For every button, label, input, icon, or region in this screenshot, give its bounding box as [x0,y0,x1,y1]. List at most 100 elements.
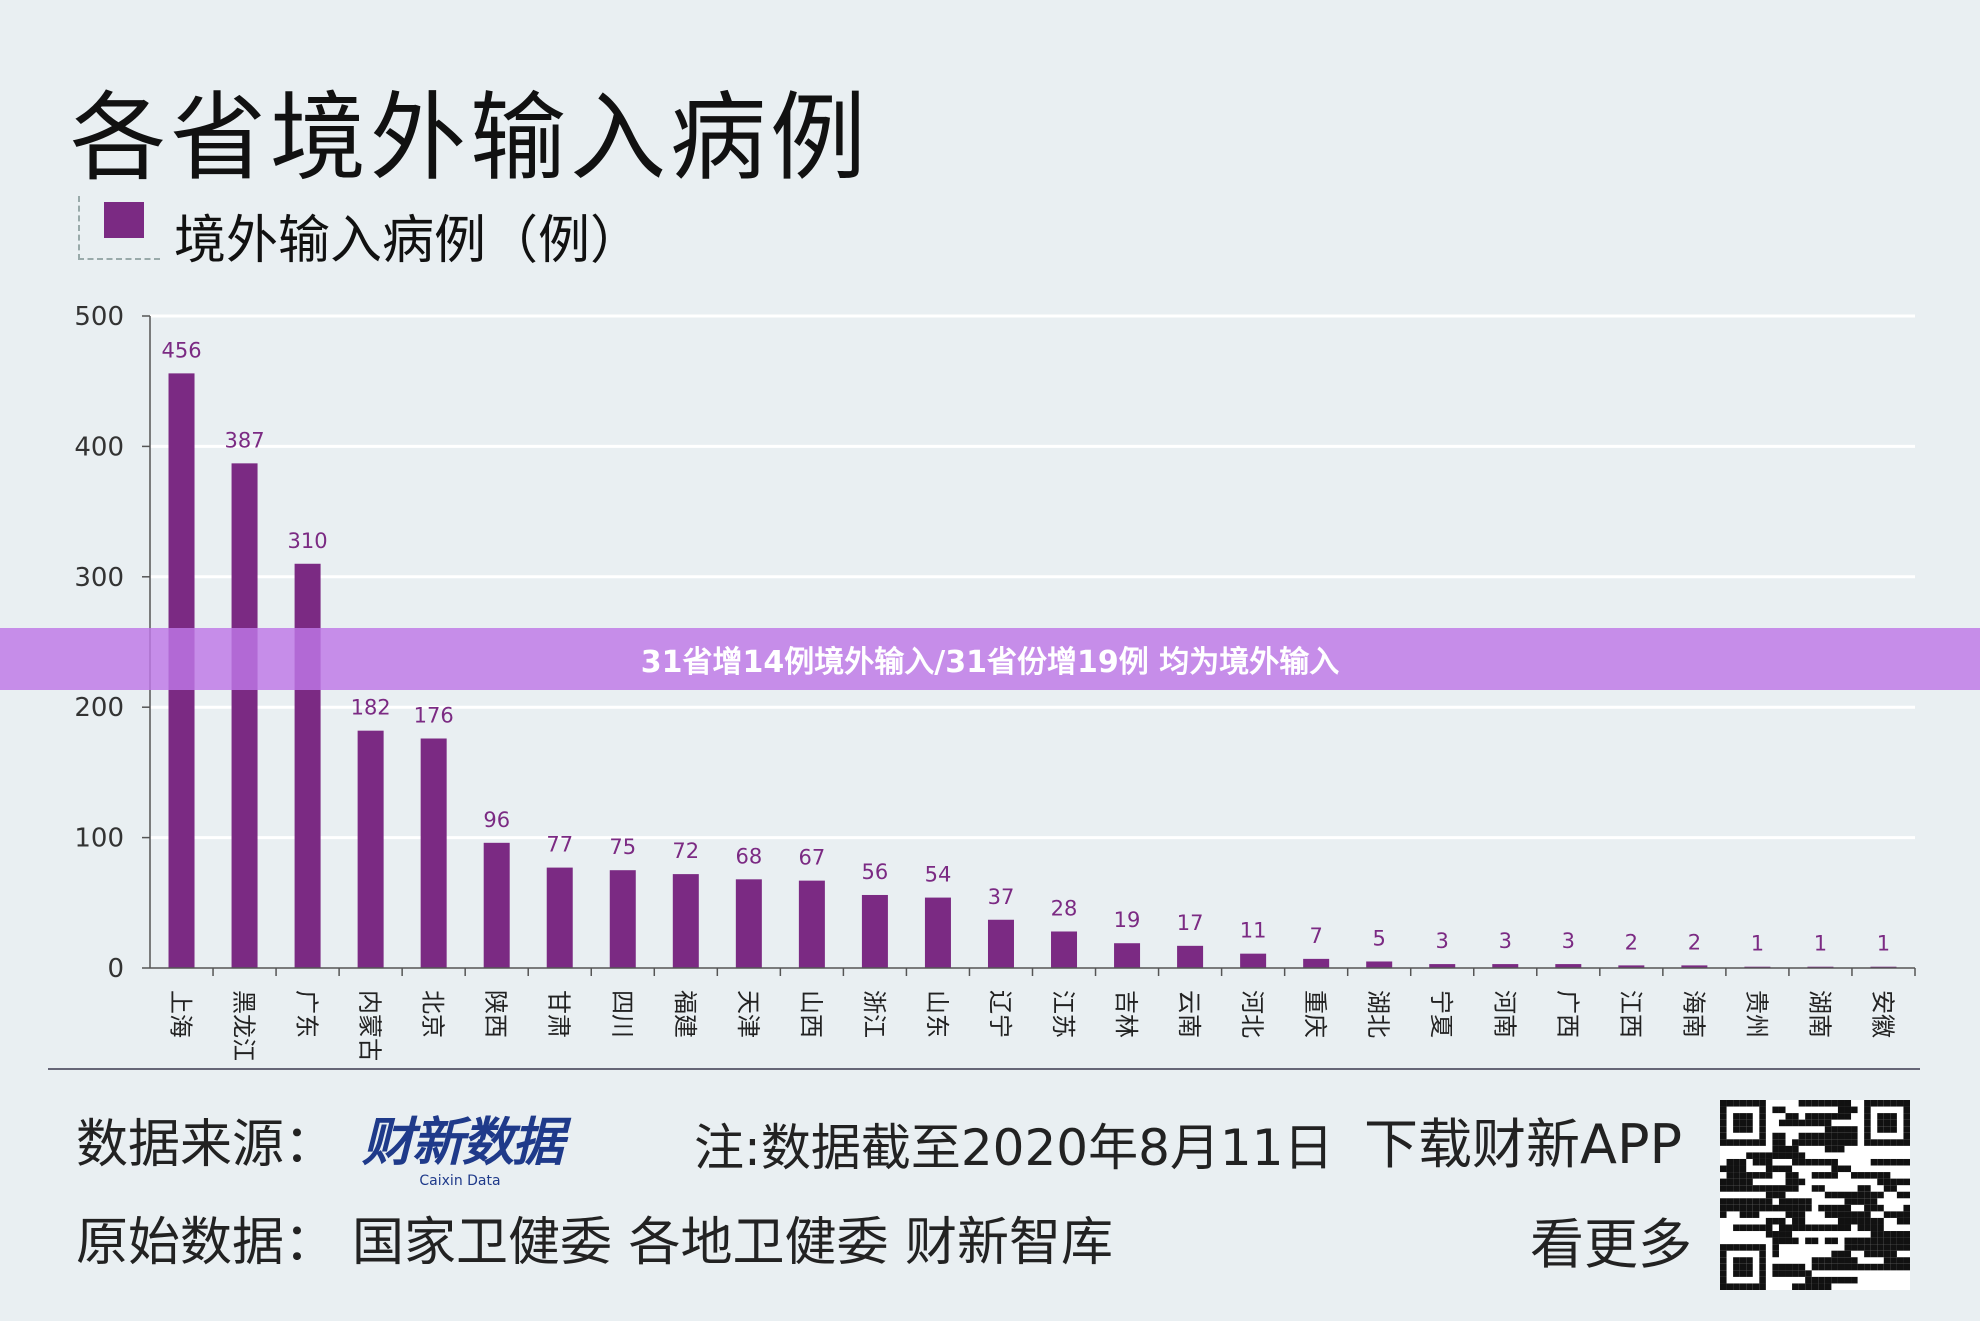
x-category-label: 湖北 [1364,990,1392,1038]
bar [609,870,636,968]
bar-value-label: 176 [414,703,454,727]
bar [1114,943,1141,968]
bar-value-label: 2 [1625,930,1638,954]
bar [1555,964,1582,968]
x-category-label: 福建 [671,990,699,1038]
x-category-label: 上海 [167,990,195,1038]
bar-value-label: 68 [735,844,762,868]
y-tick-label: 0 [107,954,124,984]
original-data-label: 原始数据： [76,1213,337,1273]
legend-box [78,196,160,260]
bar [1366,961,1393,968]
headline-banner[interactable]: 31省增14例境外输入/31省份增19例 均为境外输入 [0,628,1980,690]
bar-value-label: 1 [1751,932,1764,956]
bar-value-label: 67 [799,846,826,870]
bar [231,463,258,968]
source-label: 数据来源： [76,1115,337,1175]
x-category-label: 山东 [923,990,951,1038]
bar-value-label: 3 [1499,929,1512,953]
bar [357,730,384,968]
bar [1429,964,1456,968]
footer-divider [48,1068,1920,1070]
bar-value-label: 1 [1877,932,1890,956]
bar-value-label: 3 [1562,929,1575,953]
bar [735,879,762,968]
qr-code[interactable] [1720,1100,1910,1290]
bar-value-label: 72 [672,839,699,863]
x-category-label: 广西 [1553,990,1581,1038]
x-category-label: 湖南 [1805,990,1833,1038]
bar-value-label: 7 [1309,924,1322,948]
bar-value-label: 19 [1114,908,1141,932]
x-category-label: 甘肃 [545,990,573,1038]
bar-value-label: 77 [546,833,573,857]
x-category-label: 江苏 [1049,990,1077,1038]
bar [546,867,573,968]
bar [1051,931,1078,968]
bar-value-label: 1 [1814,932,1827,956]
x-category-label: 安徽 [1868,990,1896,1038]
bar-value-label: 2 [1688,930,1701,954]
bar-value-label: 182 [351,696,391,720]
x-category-label: 山西 [797,990,825,1038]
logo-subtext: Caixin Data [419,1173,501,1189]
bar [1240,953,1267,968]
bar [987,919,1014,968]
bar-value-label: 96 [483,808,510,832]
bar [420,738,447,968]
bar-value-label: 54 [925,863,952,887]
bar [483,842,510,968]
date-note: 注:数据截至2020年8月11日 [694,1119,1334,1177]
x-category-label: 天津 [734,990,762,1038]
bar [924,897,951,968]
bar-value-label: 56 [862,860,889,884]
bar [1303,958,1330,968]
bar [294,563,321,968]
x-category-label: 河北 [1238,990,1266,1038]
bar-value-label: 17 [1177,911,1204,935]
x-category-label: 宁夏 [1427,990,1455,1038]
caixin-data-logo: 财新数据 Caixin Data [362,1100,564,1189]
bar-value-label: 456 [161,338,201,362]
see-more-text: 看更多 [1530,1213,1692,1276]
bar-value-label: 5 [1373,926,1386,950]
x-category-label: 北京 [419,990,447,1038]
original-data-sources: 国家卫健委 各地卫健委 财新智库 [352,1213,1114,1273]
logo-text: 财新数据 [362,1113,564,1173]
x-category-label: 广东 [293,990,321,1038]
bar [1618,965,1645,968]
bar [861,894,888,968]
x-category-label: 贵州 [1742,990,1770,1038]
x-category-label: 海南 [1679,990,1707,1038]
y-tick-label: 100 [74,824,124,854]
y-tick-label: 500 [74,302,124,332]
x-category-label: 辽宁 [986,990,1014,1038]
bar [798,880,825,968]
bar-value-label: 387 [225,428,265,452]
bar-value-label: 310 [288,529,328,553]
x-category-label: 黑龙江 [230,990,258,1060]
x-category-label: 云南 [1175,990,1203,1038]
x-category-label: 陕西 [482,990,510,1038]
legend-swatch [104,202,144,238]
bar-value-label: 3 [1436,929,1449,953]
legend-label: 境外输入病例（例） [174,211,643,271]
x-category-label: 江西 [1616,990,1644,1038]
x-category-label: 重庆 [1301,990,1329,1038]
x-category-label: 四川 [608,990,636,1038]
x-category-label: 浙江 [860,990,888,1038]
bar [1492,964,1519,968]
bar [672,874,699,968]
x-category-label: 内蒙古 [356,990,384,1060]
bar [1681,965,1708,968]
y-tick-label: 400 [74,432,124,462]
bar-value-label: 75 [609,835,636,859]
download-app-text: 下载财新APP [1364,1113,1683,1176]
y-tick-label: 200 [74,693,124,723]
bar-value-label: 37 [988,885,1015,909]
y-tick-label: 300 [74,563,124,593]
headline-text[interactable]: 31省增14例境外输入/31省份增19例 均为境外输入 [640,645,1340,680]
bar [1177,945,1204,968]
bar-value-label: 28 [1051,896,1078,920]
